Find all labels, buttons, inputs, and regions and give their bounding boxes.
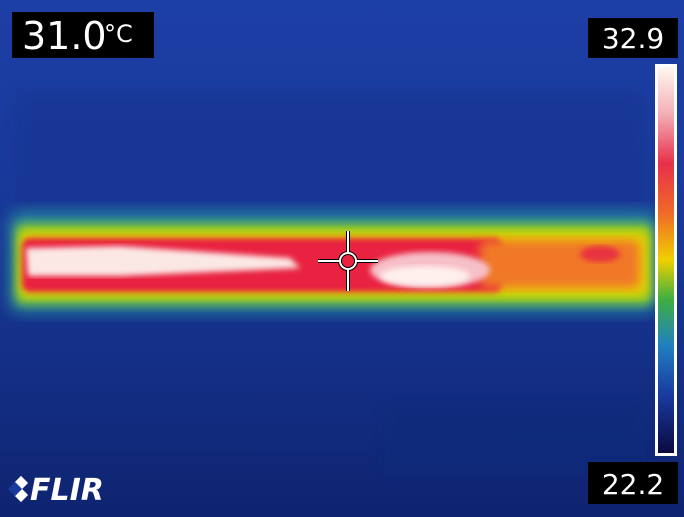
spot-unit: °C xyxy=(104,20,133,48)
heat-core xyxy=(380,266,470,286)
heat-hot xyxy=(480,240,640,288)
heat-spot xyxy=(580,246,620,262)
thermal-view: 31.0 °C 32.9 22.2 FLIR xyxy=(0,0,684,517)
scale-max: 32.9 xyxy=(602,22,664,55)
page: 31.0 °C 32.9 22.2 FLIR (() => { const da… xyxy=(0,0,684,517)
scale-min: 22.2 xyxy=(602,468,664,501)
color-bar xyxy=(658,67,674,453)
logo: FLIR xyxy=(30,473,104,508)
shadow xyxy=(15,90,645,210)
spot-value: 31.0 xyxy=(22,14,107,58)
